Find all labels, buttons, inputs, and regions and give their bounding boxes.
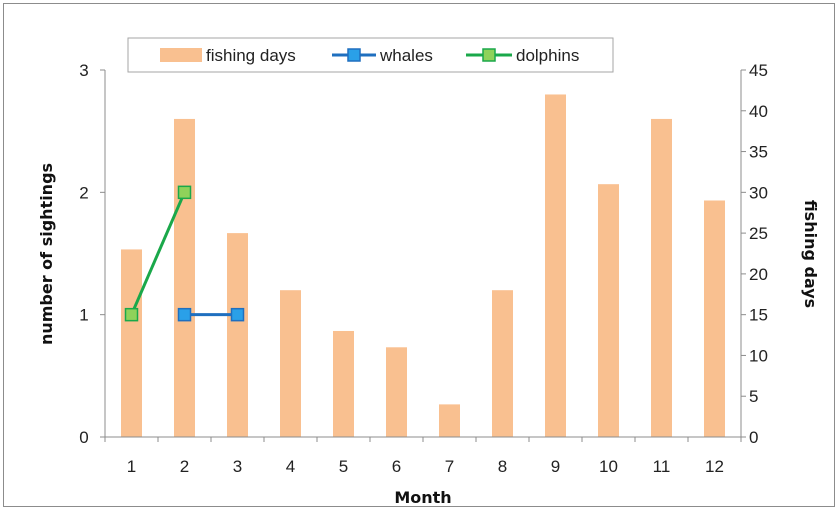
marker-whales xyxy=(177,307,192,322)
bar-fishing-days-2 xyxy=(174,118,195,437)
y-right-tick-label: 10 xyxy=(749,346,768,365)
legend-marker-dolphins xyxy=(482,48,496,62)
marker-dolphins xyxy=(124,307,139,322)
x-tick-label: 5 xyxy=(339,457,348,476)
legend-label-fishing-days: fishing days xyxy=(206,46,296,65)
y-right-tick-label: 0 xyxy=(749,428,758,447)
line-dolphins xyxy=(130,191,186,316)
x-axis-title: Month xyxy=(394,488,451,507)
x-tick-label: 2 xyxy=(180,457,189,476)
bar-fishing-days-12 xyxy=(704,200,725,437)
bar-fishing-days-7 xyxy=(439,404,460,437)
x-tick-label: 8 xyxy=(498,457,507,476)
bar-fishing-days-8 xyxy=(492,290,513,437)
legend-label-whales: whales xyxy=(379,46,433,65)
y-right-tick-label: 40 xyxy=(749,102,768,121)
x-tick-label: 11 xyxy=(653,457,671,476)
y-axis-right-title: fishing days xyxy=(801,200,820,308)
bar-fishing-days-6 xyxy=(386,347,407,437)
bar-fishing-days-1 xyxy=(121,249,142,437)
x-tick-label: 10 xyxy=(599,457,618,476)
x-tick-label: 9 xyxy=(551,457,560,476)
x-tick-label: 4 xyxy=(286,457,295,476)
x-tick-label: 7 xyxy=(445,457,454,476)
y-right-tick-label: 15 xyxy=(749,306,768,325)
y-right-tick-label: 5 xyxy=(749,387,758,406)
y-right-tick-label: 30 xyxy=(749,183,768,202)
fishing-days-bars xyxy=(121,94,725,437)
y-left-tick-label: 0 xyxy=(79,428,88,447)
legend-swatch-fishing-days xyxy=(160,48,202,62)
bar-fishing-days-5 xyxy=(333,330,354,437)
legend-label-dolphins: dolphins xyxy=(516,46,579,65)
marker-whales xyxy=(230,307,245,322)
bar-fishing-days-11 xyxy=(651,118,672,437)
x-tick-label: 3 xyxy=(233,457,242,476)
y-left-tick-label: 2 xyxy=(79,183,88,202)
y-right-tick-label: 20 xyxy=(749,265,768,284)
x-tick-label: 12 xyxy=(705,457,724,476)
legend: fishing days whales dolphins xyxy=(127,37,614,73)
bar-fishing-days-10 xyxy=(598,184,619,437)
marker-dolphins xyxy=(177,185,192,200)
y-right-tick-label: 25 xyxy=(749,224,768,243)
y-right-tick-label: 35 xyxy=(749,143,768,162)
x-tick-label: 1 xyxy=(127,457,136,476)
y-axis-left-title: number of sightings xyxy=(37,163,56,345)
x-tick-label: 6 xyxy=(392,457,401,476)
y-left-tick-label: 1 xyxy=(79,306,88,325)
bar-fishing-days-4 xyxy=(280,290,301,437)
sighting-lines xyxy=(124,185,245,322)
bar-fishing-days-3 xyxy=(227,233,248,437)
y-right-tick-label: 45 xyxy=(749,61,768,80)
y-left-tick-label: 3 xyxy=(79,61,88,80)
legend-marker-whales xyxy=(347,48,361,62)
bar-fishing-days-9 xyxy=(545,94,566,437)
